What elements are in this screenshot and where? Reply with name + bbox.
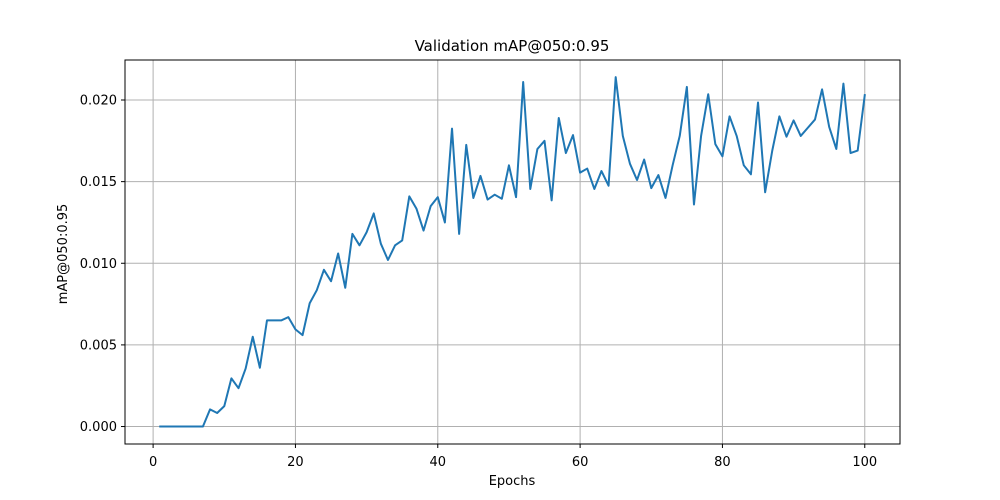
x-tick-label: 40 (430, 455, 447, 470)
series-line (159, 76, 866, 428)
x-tick-label: 100 (852, 455, 877, 470)
plot-frame (124, 59, 901, 445)
y-tick-label: 0.020 (80, 94, 117, 109)
y-tick-label: 0.000 (80, 420, 117, 435)
grid-lines (125, 60, 900, 444)
x-axis-label: Epochs (489, 474, 536, 489)
y-tick-label: 0.010 (80, 257, 117, 272)
y-axis-label: mAP@050:0.95 (56, 204, 71, 305)
y-tick-label: 0.005 (80, 338, 117, 353)
chart-title: Validation mAP@050:0.95 (415, 37, 610, 55)
x-tick-label: 20 (287, 455, 304, 470)
ticks-layer: 0 20 40 60 80 100 0.000 0.005 0.010 0.015 0.020 (80, 94, 877, 471)
x-tick-label: 60 (572, 455, 589, 470)
x-tick-label: 0 (149, 455, 157, 470)
x-tick-label: 80 (714, 455, 731, 470)
y-tick-label: 0.015 (80, 175, 117, 190)
series-layer (159, 76, 866, 428)
